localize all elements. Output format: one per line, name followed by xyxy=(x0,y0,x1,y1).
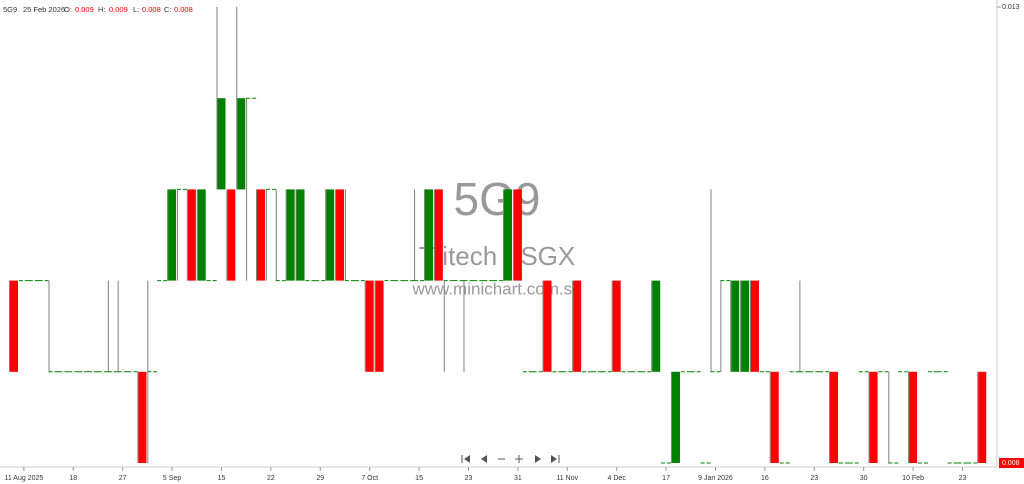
prev-button[interactable] xyxy=(481,455,487,463)
x-tick-label: 5 Sep xyxy=(163,475,181,482)
date: 25 Feb 2026 xyxy=(23,5,65,14)
x-tick-label: 10 Feb xyxy=(902,475,924,482)
x-tick-label: 23 xyxy=(810,475,818,482)
open-label: O: xyxy=(64,5,72,14)
candle-body xyxy=(573,280,582,372)
candle-body xyxy=(869,371,878,463)
close-value: 0.008 xyxy=(174,5,193,14)
candle-body xyxy=(751,280,759,372)
nav-controls xyxy=(461,455,560,463)
candle-body xyxy=(257,189,265,281)
candle-body xyxy=(217,98,226,190)
candle-body xyxy=(513,189,522,281)
candle-body xyxy=(375,280,384,372)
symbol: 5G9 xyxy=(3,5,17,14)
last-button[interactable] xyxy=(551,455,560,463)
candle-body xyxy=(168,189,177,281)
candle-body xyxy=(741,280,750,372)
watermark: 5G9 Tritech - SGX www.minichart.com.sg xyxy=(411,173,581,298)
x-tick-label: 30 xyxy=(860,475,868,482)
watermark-code: 5G9 xyxy=(454,173,541,225)
low-label: L: xyxy=(133,5,139,14)
candle-body xyxy=(296,189,305,281)
next-button[interactable] xyxy=(535,455,541,463)
x-tick-label: 22 xyxy=(267,475,275,482)
candle-body xyxy=(10,280,18,372)
header: 5G9 25 Feb 2026 O: 0.009 H: 0.009 L: 0.0… xyxy=(3,5,193,14)
candle-body xyxy=(504,189,512,281)
candle-body xyxy=(830,371,839,463)
x-tick-label: 18 xyxy=(69,475,77,482)
candle-body xyxy=(671,371,680,463)
x-tick-label: 4 Dec xyxy=(608,475,627,482)
candle-body xyxy=(770,371,779,463)
x-tick-label: 15 xyxy=(415,475,423,482)
last-price-tag xyxy=(999,458,1024,468)
high-label: H: xyxy=(98,5,106,14)
x-tick-label: 23 xyxy=(959,475,967,482)
candle-body xyxy=(434,189,443,281)
candle-body xyxy=(612,280,621,372)
x-tick-label: 17 xyxy=(662,475,670,482)
candle-body xyxy=(138,371,147,463)
candle-body xyxy=(731,280,740,372)
watermark-name: Tritech - SGX xyxy=(419,241,576,271)
x-tick-label: 16 xyxy=(761,475,769,482)
low-value: 0.008 xyxy=(142,5,161,14)
plot xyxy=(9,7,987,464)
x-tick-label: 9 Jan 2026 xyxy=(698,475,733,482)
first-button[interactable] xyxy=(461,455,470,463)
x-tick-label: 7 Oct xyxy=(361,475,378,482)
close-label: C: xyxy=(164,5,172,14)
last-price-label: 0.008 xyxy=(1002,460,1020,467)
candle-body xyxy=(543,280,552,372)
y-tick-label: 0.013 xyxy=(1002,4,1020,11)
candle-body xyxy=(978,371,987,463)
candle-body xyxy=(336,189,345,281)
x-tick-label: 15 xyxy=(218,475,226,482)
candle-body xyxy=(909,371,918,463)
candle-body xyxy=(187,189,196,281)
candle-body xyxy=(326,189,335,281)
open-value: 0.009 xyxy=(75,5,94,14)
high-value: 0.009 xyxy=(109,5,128,14)
x-tick-label: 11 Aug 2025 xyxy=(4,475,43,482)
candle-body xyxy=(237,98,246,190)
x-tick-label: 27 xyxy=(119,475,127,482)
candle-body xyxy=(652,280,661,372)
candle-body xyxy=(424,189,433,281)
candle-body xyxy=(365,280,374,372)
x-tick-label: 23 xyxy=(465,475,473,482)
x-tick-label: 11 Nov xyxy=(556,475,578,482)
x-tick-label: 29 xyxy=(316,475,324,482)
watermark-site: www.minichart.com.sg xyxy=(411,279,581,298)
zoom-in-button[interactable] xyxy=(515,455,523,463)
candle-body xyxy=(227,189,236,281)
candle-body xyxy=(286,189,295,281)
candle-body xyxy=(197,189,206,281)
x-tick-label: 31 xyxy=(514,475,522,482)
